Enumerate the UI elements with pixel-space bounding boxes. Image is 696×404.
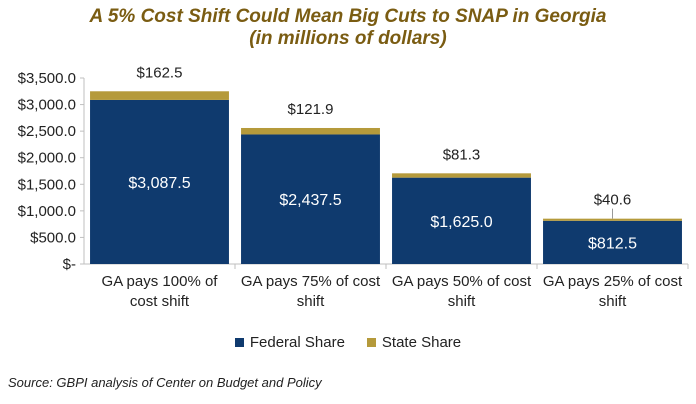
bar-state-3 [543,218,682,221]
data-label-federal: $3,087.5 [128,175,190,192]
y-tick-label: $3,000.0 [18,97,76,114]
y-tick-label: $1,500.0 [18,176,76,193]
chart-title-line-2: (in millions of dollars) [249,28,447,49]
bar-state-1 [241,127,380,135]
chart-title: A 5% Cost Shift Could Mean Big Cuts to S… [0,6,696,50]
x-tick-label: GA pays 25% of cost [543,273,683,290]
chart-title-line-1: A 5% Cost Shift Could Mean Big Cuts to S… [89,6,607,27]
bar-state-2 [392,173,531,178]
y-tick-label: $1,000.0 [18,203,76,220]
data-label-state: $40.6 [594,192,632,209]
y-tick-label: $3,500.0 [18,70,76,87]
y-tick-label: $2,500.0 [18,123,76,140]
x-tick-label: GA pays 100% of [102,273,219,290]
x-tick-label: shift [297,293,325,310]
legend-swatch-state [366,338,376,347]
data-label-federal: $2,437.5 [279,192,341,209]
chart-legend: Federal Share State Share [0,334,696,351]
source-note: Source: GBPI analysis of Center on Budge… [8,375,322,390]
data-label-state: $162.5 [137,64,183,81]
bar-federal-2 [392,177,531,264]
data-label-state: $121.9 [288,101,334,118]
y-tick-label: $500.0 [30,229,76,246]
x-tick-label: GA pays 50% of cost [392,273,532,290]
data-label-federal: $812.5 [588,235,637,252]
x-tick-label: shift [599,293,627,310]
x-tick-label: cost shift [130,293,190,310]
bar-federal-1 [241,134,380,264]
data-label-federal: $1,625.0 [430,214,492,231]
bar-state-0 [90,91,229,100]
legend-item-state: State Share [366,334,462,351]
y-tick-label: $2,000.0 [18,150,76,167]
legend-label-state: State Share [381,334,462,351]
bar-federal-0 [90,99,229,265]
x-tick-label: shift [448,293,476,310]
data-label-state: $81.3 [443,146,481,163]
bar-federal-3 [543,220,682,264]
legend-item-federal: Federal Share [234,334,345,351]
y-tick-label: $- [63,256,76,273]
x-tick-label: GA pays 75% of cost [241,273,381,290]
legend-label-federal: Federal Share [249,334,345,351]
legend-swatch-federal [234,338,244,347]
